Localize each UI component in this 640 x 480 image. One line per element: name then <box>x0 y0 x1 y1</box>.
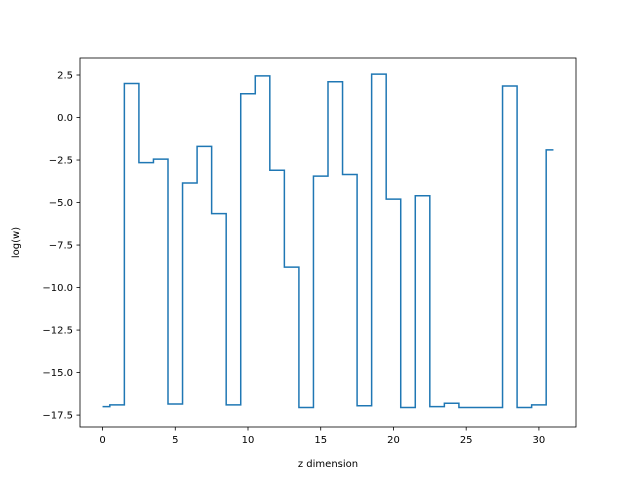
x-tick-label: 30 <box>533 435 546 446</box>
y-tick-label: 2.5 <box>57 71 73 82</box>
x-tick-label: 20 <box>387 435 400 446</box>
series-line-0 <box>102 73 554 409</box>
y-tick-label: −5.0 <box>49 198 73 209</box>
x-tick-label: 5 <box>172 435 178 446</box>
x-tick-label: 25 <box>460 435 473 446</box>
y-axis-label: log(w) <box>11 227 22 258</box>
plot-frame <box>79 57 577 428</box>
x-axis-ticks: 0 5 10 15 20 25 30 <box>99 427 545 446</box>
y-tick-label: −12.5 <box>42 326 73 337</box>
y-tick-label: 0.0 <box>57 113 73 124</box>
y-tick-label: −7.5 <box>49 241 73 252</box>
y-axis-ticks: 2.5 0.0 −2.5 −5.0 −7.5 −10.0 −12.5 −15.0 −17.5 <box>42 71 80 422</box>
x-tick-label: 10 <box>242 435 255 446</box>
y-tick-label: −15.0 <box>42 368 73 379</box>
x-tick-label: 0 <box>99 435 105 446</box>
x-axis-label: z dimension <box>298 459 358 470</box>
y-tick-label: −10.0 <box>42 283 73 294</box>
y-tick-label: −17.5 <box>42 411 73 422</box>
x-tick-label: 15 <box>314 435 327 446</box>
series-layer <box>102 73 554 409</box>
y-tick-label: −2.5 <box>49 156 73 167</box>
